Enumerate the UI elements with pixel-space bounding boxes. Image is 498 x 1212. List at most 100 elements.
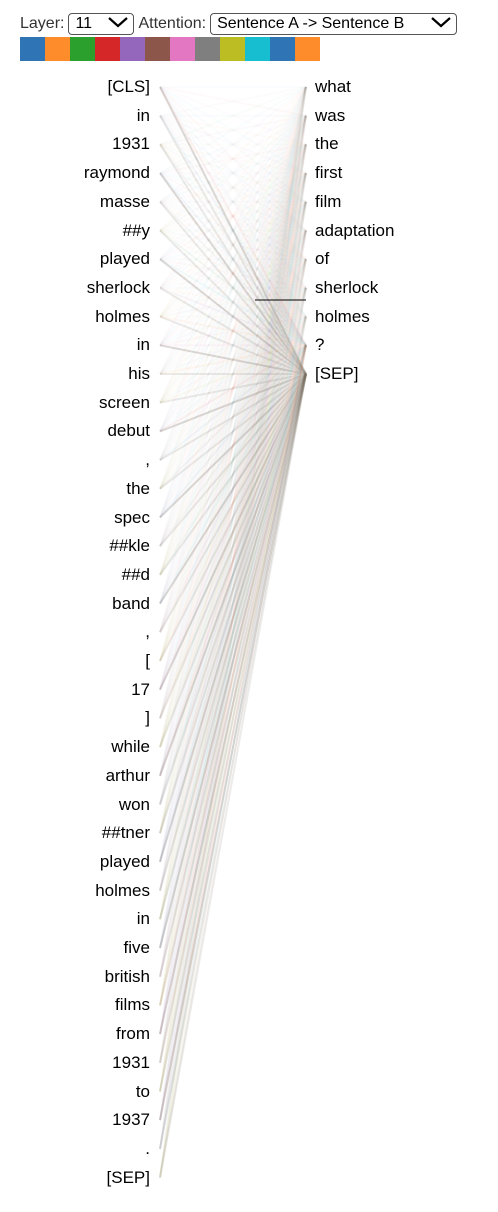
attention-line [159, 345, 307, 1178]
head-swatch[interactable] [195, 37, 220, 61]
token-left[interactable]: ##kle [109, 536, 150, 556]
attention-line [159, 345, 307, 834]
attention-line [159, 373, 307, 949]
attention-line [159, 143, 307, 375]
attention-line [159, 373, 307, 977]
token-left[interactable]: [ [145, 651, 150, 670]
token-right[interactable]: holmes [315, 306, 370, 326]
token-right[interactable]: adaptation [315, 220, 395, 240]
token-left[interactable]: [CLS] [107, 77, 150, 96]
token-left[interactable]: ] [145, 708, 150, 728]
attention-line [159, 373, 307, 1178]
token-left[interactable]: 1937 [112, 1110, 150, 1130]
token-left[interactable]: british [104, 966, 150, 986]
attention-line [159, 344, 307, 375]
attention-line [159, 258, 307, 375]
attention-line [159, 258, 307, 347]
token-left[interactable]: spec [114, 507, 150, 527]
token-left[interactable]: debut [107, 421, 150, 441]
attention-line [159, 373, 307, 433]
token-left[interactable]: holmes [95, 306, 150, 326]
attention-line [159, 344, 307, 433]
attention-line [159, 373, 307, 805]
attention-line [159, 344, 307, 748]
attention-line [159, 115, 307, 346]
head-swatch[interactable] [45, 37, 70, 61]
token-left[interactable]: 17 [131, 679, 150, 699]
token-right[interactable]: the [315, 134, 339, 154]
token-left[interactable]: ##d [121, 564, 150, 584]
token-left[interactable]: in [136, 335, 150, 355]
token-left[interactable]: arthur [105, 765, 150, 785]
token-left[interactable]: sherlock [86, 277, 150, 297]
attention-label: Attention: [138, 15, 207, 32]
token-left[interactable]: masse [99, 191, 150, 211]
attention-line [159, 345, 307, 949]
token-right[interactable]: of [315, 249, 330, 269]
attention-line [159, 373, 307, 748]
attention-line [159, 373, 307, 490]
head-swatch[interactable] [70, 37, 95, 61]
token-right[interactable]: first [315, 163, 343, 183]
token-left[interactable]: films [115, 995, 150, 1015]
head-swatch[interactable] [95, 37, 120, 61]
token-left[interactable]: [SEP] [106, 1167, 150, 1187]
token-left[interactable]: played [99, 851, 150, 871]
token-left[interactable]: in [136, 105, 150, 125]
token-left[interactable]: raymond [83, 163, 150, 183]
token-left[interactable]: , [145, 450, 150, 470]
token-left[interactable]: the [126, 478, 150, 498]
token-left[interactable]: to [135, 1081, 150, 1101]
attention-select[interactable]: Sentence A -> Sentence B [210, 13, 458, 35]
attention-line [159, 373, 307, 777]
token-right[interactable]: sherlock [315, 277, 379, 297]
chevron-down-icon [107, 15, 129, 34]
attention-line [159, 344, 307, 691]
token-right[interactable]: ? [315, 335, 325, 355]
attention-line [159, 345, 307, 891]
attention-line [159, 373, 307, 461]
attention-line [159, 143, 307, 346]
token-left[interactable]: five [123, 938, 150, 957]
attention-line [159, 344, 307, 461]
attention-line [159, 373, 307, 1092]
head-swatch[interactable] [120, 37, 145, 61]
attention-line [159, 201, 307, 347]
layer-select[interactable]: 11 [68, 13, 135, 35]
token-left[interactable]: band [112, 593, 150, 613]
token-left[interactable]: 1931 [112, 1052, 150, 1072]
attention-line [159, 373, 307, 1064]
head-swatch[interactable] [270, 37, 295, 61]
head-swatch[interactable] [20, 37, 45, 61]
token-left[interactable]: , [145, 622, 150, 642]
token-left[interactable]: . [145, 1138, 150, 1158]
token-left[interactable]: ##y [122, 220, 150, 240]
attention-line [159, 315, 307, 347]
attention-value: Sentence A -> Sentence B [217, 15, 405, 32]
attention-line [159, 344, 307, 633]
head-swatch[interactable] [220, 37, 245, 61]
attention-line [159, 373, 307, 576]
token-right[interactable]: was [315, 105, 346, 125]
token-right[interactable]: what [315, 77, 351, 96]
token-right[interactable]: [SEP] [315, 364, 359, 383]
attention-line [159, 344, 307, 662]
token-left[interactable]: played [99, 249, 150, 269]
attention-line [159, 373, 307, 633]
token-left[interactable]: won [118, 794, 150, 814]
token-left[interactable]: screen [98, 392, 150, 412]
head-swatch[interactable] [245, 37, 270, 61]
head-swatch[interactable] [170, 37, 195, 61]
head-swatch[interactable] [145, 37, 170, 61]
token-left[interactable]: 1931 [112, 134, 150, 154]
head-swatch[interactable] [295, 37, 320, 61]
token-left[interactable]: ##tner [101, 823, 150, 843]
token-right[interactable]: film [315, 191, 342, 211]
token-left[interactable]: in [136, 909, 150, 929]
token-left[interactable]: from [116, 1024, 150, 1044]
attention-line [159, 201, 307, 375]
token-left[interactable]: holmes [95, 880, 150, 900]
attention-line [159, 373, 307, 891]
token-left[interactable]: while [111, 737, 150, 757]
token-left[interactable]: his [128, 364, 150, 383]
